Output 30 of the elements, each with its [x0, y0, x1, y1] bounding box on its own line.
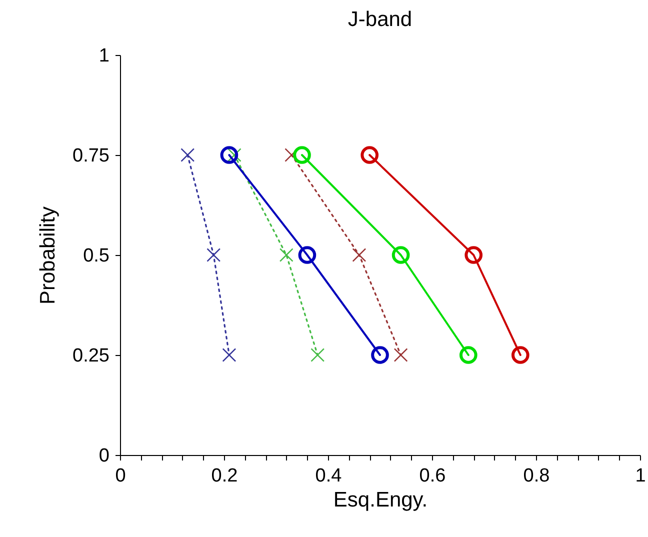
y-tick-label: 1	[98, 46, 110, 66]
y-tick-label: 0.75	[72, 146, 110, 166]
point	[220, 146, 238, 164]
x-tick-label: 1	[635, 466, 646, 486]
x-axis-title: Esq.Engy.	[333, 488, 428, 512]
point	[459, 346, 478, 364]
point	[464, 246, 483, 264]
point	[298, 246, 316, 264]
point	[371, 346, 389, 364]
point	[180, 148, 195, 162]
point	[206, 248, 221, 262]
x-tick-label: 0.8	[523, 466, 550, 486]
point	[293, 146, 311, 164]
y-tick-label: 0	[98, 446, 110, 466]
point	[394, 348, 408, 362]
point	[392, 246, 410, 264]
x-tick-label: 0.6	[419, 466, 446, 486]
point	[360, 146, 379, 164]
y-axis-title: Probability	[36, 206, 60, 305]
point	[222, 348, 236, 362]
x-tick-label: 0.4	[315, 466, 342, 486]
x-tick-label: 0	[115, 466, 126, 486]
point	[279, 248, 294, 262]
y-tick-label: 0.5	[83, 246, 110, 266]
point	[511, 346, 530, 364]
point	[310, 348, 325, 362]
chart-title: J-band	[348, 8, 412, 31]
point	[352, 248, 366, 262]
y-tick-label: 0.25	[72, 346, 110, 366]
x-tick-label: 0.2	[211, 466, 238, 486]
